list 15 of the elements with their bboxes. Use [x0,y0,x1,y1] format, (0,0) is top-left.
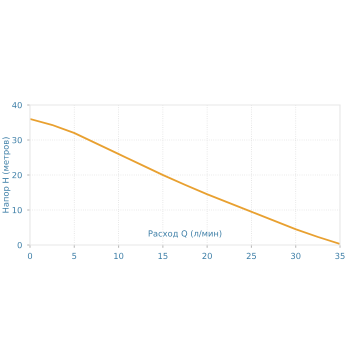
y-axis-title: Напор H (метров) [2,137,10,213]
x-tick-label: 20 [202,252,212,260]
x-tick-label: 0 [28,252,32,260]
x-tick-label: 35 [335,252,345,260]
y-tick-label: 10 [12,206,22,214]
x-tick-label: 5 [72,252,76,260]
y-tick-label: 40 [12,102,22,108]
x-axis-title: Расход Q (л/мин) [148,230,222,238]
x-tick-label: 10 [114,252,124,260]
x-tick-label: 25 [246,252,256,260]
y-tick-label: 30 [12,136,22,144]
x-tick-label: 15 [158,252,168,260]
x-tick-label: 30 [291,252,300,260]
y-tick-label: 20 [12,172,22,178]
y-tick-label: 0 [18,242,22,248]
